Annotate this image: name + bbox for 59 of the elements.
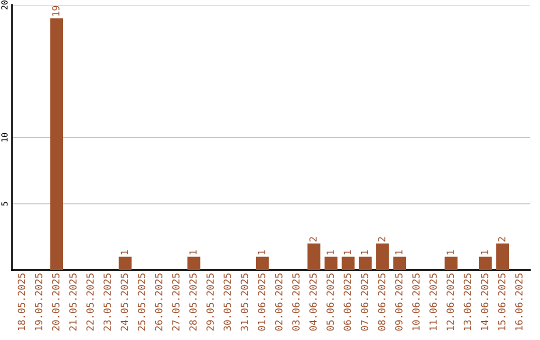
x-tick-label: 24.05.2025 <box>120 274 128 331</box>
x-tick-label: 15.06.2025 <box>498 274 506 330</box>
x-tick-label: 25.05.2025 <box>138 274 146 331</box>
x-tick-label: 11.06.2025 <box>429 274 437 330</box>
x-tick-label: 12.06.2025 <box>446 274 454 330</box>
bar <box>358 256 372 270</box>
bar <box>324 256 338 270</box>
bar <box>444 256 458 270</box>
x-tick-label: 29.05.2025 <box>206 274 214 331</box>
data-label: 2 <box>498 237 506 242</box>
data-label: 1 <box>395 250 402 254</box>
x-tick-label: 23.05.2025 <box>104 274 111 331</box>
bar <box>187 256 200 270</box>
x-tick-label: 26.05.2025 <box>155 274 162 331</box>
x-tick-label: 22.05.2025 <box>86 274 94 331</box>
x-tick-label: 02.06.2025 <box>275 274 282 331</box>
data-label: 1 <box>360 250 368 254</box>
bar <box>256 256 269 270</box>
x-tick-label: 19.05.2025 <box>34 274 42 330</box>
bar <box>393 256 406 270</box>
x-tick-label: 31.05.2025 <box>240 274 248 331</box>
x-tick-label: 05.06.2025 <box>326 274 334 331</box>
data-label: 1 <box>344 250 351 254</box>
data-label: 1 <box>258 250 266 254</box>
x-tick-label: 03.06.2025 <box>292 274 300 331</box>
x-tick-label: 18.05.2025 <box>18 274 26 330</box>
data-label: 19 <box>52 6 60 16</box>
x-tick-label: 14.06.2025 <box>480 274 488 330</box>
data-label: 1 <box>120 250 128 254</box>
x-tick-label: 16.06.2025 <box>515 274 523 330</box>
x-tick-label: 21.05.2025 <box>69 274 77 331</box>
data-label: 1 <box>189 250 197 254</box>
bar <box>478 256 492 270</box>
x-tick-label: 06.06.2025 <box>344 274 352 331</box>
x-tick-label: 09.06.2025 <box>395 274 402 331</box>
x-tick-label: 30.05.2025 <box>224 274 231 331</box>
y-tick-label: 10 <box>1 133 8 142</box>
bar <box>50 18 64 270</box>
data-label: 1 <box>481 250 488 254</box>
y-tick-label: 20 <box>1 0 8 10</box>
x-tick-label: 08.06.2025 <box>378 274 386 331</box>
x-tick-label: 07.06.2025 <box>360 274 368 331</box>
bar <box>342 256 355 270</box>
bar <box>118 256 132 270</box>
bar <box>376 244 389 270</box>
x-tick-label: 20.05.2025 <box>52 274 60 331</box>
bar <box>496 244 509 270</box>
x-tick-label: 10.06.2025 <box>412 274 420 330</box>
data-label: 2 <box>309 237 317 242</box>
x-tick-label: 04.06.2025 <box>309 274 317 331</box>
x-tick-label: 01.06.2025 <box>258 274 266 331</box>
x-tick-label: 28.05.2025 <box>189 274 197 331</box>
data-label: 2 <box>378 237 386 242</box>
bar <box>307 244 320 270</box>
data-label: 1 <box>326 250 334 254</box>
data-label: 1 <box>446 250 454 254</box>
x-tick-label: 13.06.2025 <box>464 274 472 330</box>
x-tick-label: 27.05.2025 <box>172 274 180 331</box>
y-tick-label: 5 <box>1 202 8 206</box>
